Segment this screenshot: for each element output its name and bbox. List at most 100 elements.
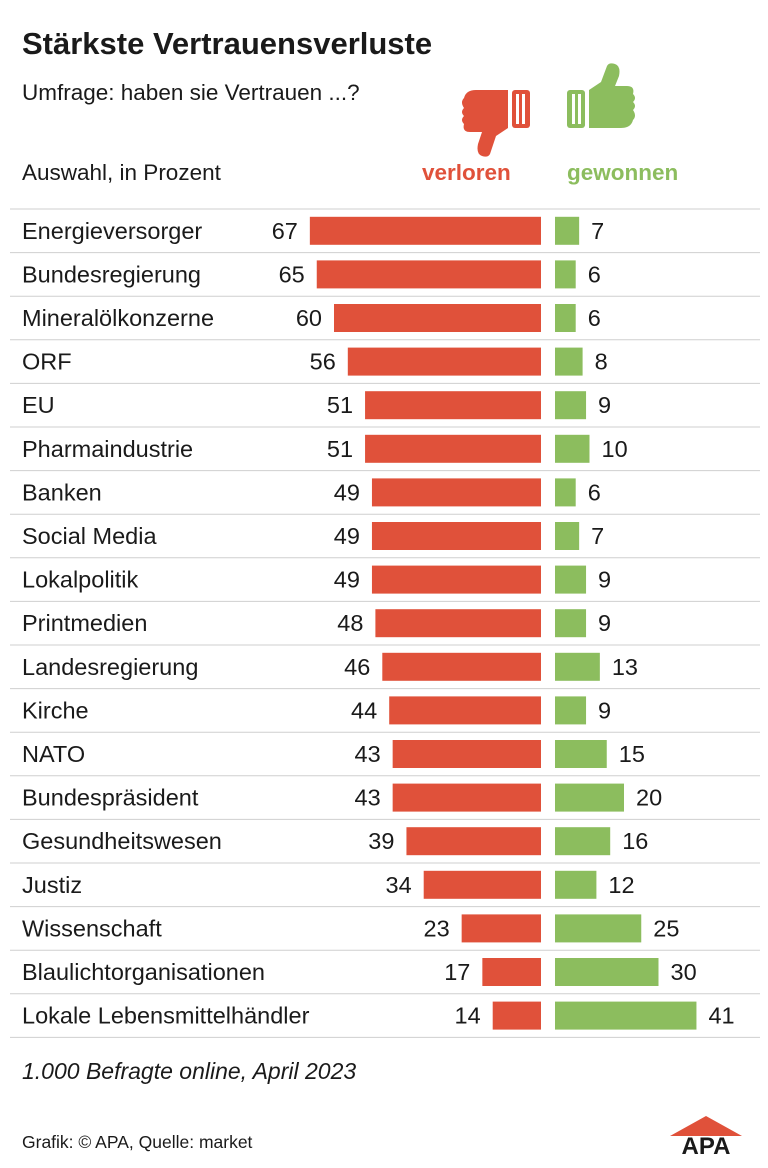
value-label-verloren: 17: [444, 959, 470, 985]
bar-gewonnen: [555, 1001, 697, 1030]
category-label: Banken: [22, 479, 102, 505]
value-label-verloren: 51: [327, 436, 353, 462]
category-label: Gesundheitswesen: [22, 828, 222, 854]
value-label-verloren: 48: [337, 610, 363, 636]
thumbs-down-icon: [462, 90, 530, 157]
value-label-gewonnen: 30: [671, 959, 697, 985]
value-label-gewonnen: 16: [622, 828, 648, 854]
bar-gewonnen: [555, 740, 607, 768]
bar-gewonnen: [555, 347, 583, 376]
bar-gewonnen: [555, 304, 576, 332]
category-label: ORF: [22, 349, 72, 375]
bar-verloren: [375, 609, 541, 638]
value-label-verloren: 14: [455, 1003, 481, 1029]
bar-verloren: [392, 783, 541, 812]
legend-lost-label: verloren: [422, 160, 511, 185]
category-label: Social Media: [22, 523, 157, 549]
bar-verloren: [482, 958, 541, 986]
category-label: Justiz: [22, 872, 82, 898]
legend-won-label: gewonnen: [567, 160, 679, 185]
value-label-verloren: 43: [355, 785, 381, 811]
value-label-gewonnen: 9: [598, 697, 611, 723]
value-label-verloren: 39: [368, 828, 394, 854]
category-label: NATO: [22, 741, 85, 767]
svg-text:APA: APA: [682, 1133, 731, 1158]
bar-gewonnen: [555, 696, 587, 725]
bar-verloren: [392, 740, 541, 768]
category-label: Bundespräsident: [22, 785, 199, 811]
bar-gewonnen: [555, 391, 587, 420]
bar-verloren: [334, 304, 541, 332]
thumbs-up-icon: [567, 63, 635, 129]
category-label: Kirche: [22, 697, 89, 723]
bar-gewonnen: [555, 958, 659, 986]
bar-verloren: [382, 652, 541, 681]
category-label: Lokalpolitik: [22, 567, 139, 593]
bar-verloren: [461, 914, 541, 943]
value-label-gewonnen: 20: [636, 785, 662, 811]
value-label-verloren: 67: [272, 218, 298, 244]
value-label-gewonnen: 10: [602, 436, 628, 462]
bar-gewonnen: [555, 827, 611, 856]
value-label-gewonnen: 6: [588, 261, 601, 287]
bar-gewonnen: [555, 783, 624, 812]
category-label: Pharmaindustrie: [22, 436, 193, 462]
bar-verloren: [389, 696, 541, 725]
chart-title: Stärkste Vertrauensverluste: [22, 26, 433, 61]
category-label: Energieversorger: [22, 218, 202, 244]
value-label-verloren: 46: [344, 654, 370, 680]
value-label-gewonnen: 6: [588, 479, 601, 505]
value-label-verloren: 43: [355, 741, 381, 767]
source-credit: Grafik: © APA, Quelle: market: [22, 1132, 253, 1152]
value-label-verloren: 65: [279, 261, 305, 287]
bar-gewonnen: [555, 260, 576, 289]
bar-gewonnen: [555, 565, 587, 594]
value-label-verloren: 56: [310, 349, 336, 375]
value-label-verloren: 44: [351, 697, 377, 723]
bar-verloren: [371, 522, 541, 550]
value-label-gewonnen: 8: [595, 349, 608, 375]
value-label-gewonnen: 41: [708, 1003, 734, 1029]
bar-verloren: [371, 565, 541, 594]
value-label-gewonnen: 7: [591, 523, 604, 549]
bar-verloren: [492, 1001, 541, 1030]
value-label-gewonnen: 9: [598, 610, 611, 636]
category-label: Landesregierung: [22, 654, 198, 680]
value-label-gewonnen: 13: [612, 654, 638, 680]
bar-gewonnen: [555, 216, 580, 245]
value-label-gewonnen: 25: [653, 915, 679, 941]
bar-gewonnen: [555, 478, 576, 507]
bar-verloren: [406, 827, 541, 856]
value-label-gewonnen: 7: [591, 218, 604, 244]
bar-gewonnen: [555, 522, 580, 550]
bar-verloren: [371, 478, 541, 507]
unit-label: Auswahl, in Prozent: [22, 160, 221, 185]
bar-verloren: [309, 216, 541, 245]
bar-verloren: [423, 870, 541, 899]
bar-verloren: [316, 260, 541, 289]
category-label: EU: [22, 392, 55, 418]
value-label-verloren: 51: [327, 392, 353, 418]
value-label-gewonnen: 6: [588, 305, 601, 331]
value-label-verloren: 49: [334, 523, 360, 549]
value-label-verloren: 49: [334, 567, 360, 593]
survey-note: 1.000 Befragte online, April 2023: [22, 1058, 357, 1084]
category-label: Mineralölkonzerne: [22, 305, 214, 331]
bar-gewonnen: [555, 652, 600, 681]
category-label: Bundesregierung: [22, 261, 201, 287]
chart-subtitle: Umfrage: haben sie Vertrauen ...?: [22, 80, 360, 105]
value-label-gewonnen: 9: [598, 392, 611, 418]
bar-gewonnen: [555, 434, 590, 463]
category-label: Printmedien: [22, 610, 147, 636]
value-label-gewonnen: 9: [598, 567, 611, 593]
value-label-gewonnen: 15: [619, 741, 645, 767]
category-label: Wissenschaft: [22, 915, 162, 941]
value-label-verloren: 49: [334, 479, 360, 505]
bar-verloren: [365, 434, 541, 463]
value-label-verloren: 23: [424, 915, 450, 941]
value-label-gewonnen: 12: [608, 872, 634, 898]
apa-logo: APA: [670, 1116, 742, 1158]
bar-verloren: [347, 347, 541, 376]
bar-gewonnen: [555, 870, 597, 899]
